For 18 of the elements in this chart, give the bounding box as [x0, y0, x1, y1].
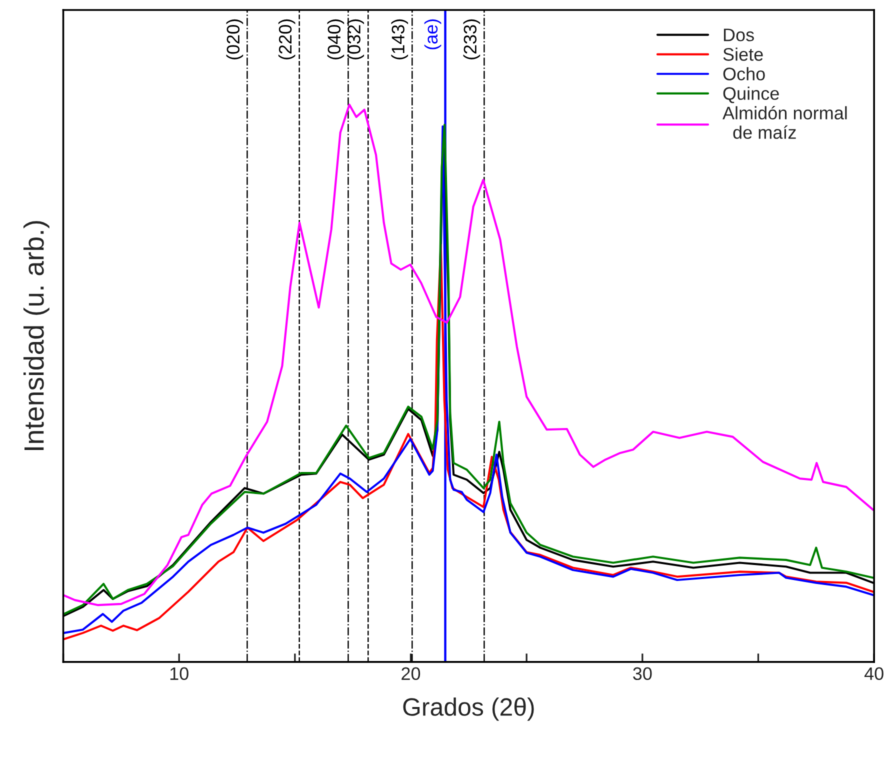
annotation: (020)	[226, 19, 244, 60]
annotation: (ae)	[424, 19, 442, 50]
legend-label: Ocho	[723, 67, 765, 80]
annotation: (233)	[463, 19, 480, 60]
annotation: (220)	[278, 19, 296, 60]
legend-label: Dos	[724, 28, 754, 42]
x-axis-title: Grados (2θ)	[403, 698, 534, 721]
annotation: (143)	[391, 19, 408, 60]
annotation: (040)	[327, 19, 344, 60]
legend-label: Siete	[723, 48, 763, 61]
y-axis-title: Intensidad (u. arb.)	[23, 221, 50, 450]
legend-label: Almidón normal de maíz	[722, 106, 847, 139]
annotation: (032)	[347, 19, 364, 60]
x-tick-label: 10	[170, 667, 188, 680]
x-tick-label: 30	[633, 667, 652, 680]
legend-label: Quince	[723, 86, 779, 104]
x-tick-label: 40	[864, 667, 884, 680]
x-tick-label: 20	[402, 667, 420, 680]
